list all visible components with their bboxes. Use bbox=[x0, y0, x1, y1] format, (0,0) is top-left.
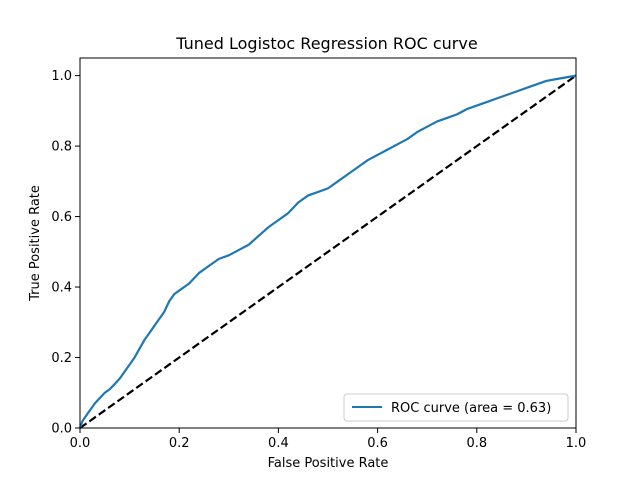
x-tick-label: 0.2 bbox=[169, 436, 190, 451]
x-tick-label: 0.6 bbox=[367, 436, 388, 451]
x-axis: 0.0 0.2 0.4 0.6 0.8 1.0 bbox=[70, 428, 587, 451]
x-axis-label: False Positive Rate bbox=[268, 456, 389, 471]
plot-frame bbox=[79, 57, 577, 429]
chart-title: Tuned Logistoc Regression ROC curve bbox=[175, 34, 477, 53]
plot-area bbox=[78, 74, 577, 429]
reference-diagonal-line bbox=[79, 74, 577, 429]
roc-curve-line bbox=[78, 74, 577, 429]
y-tick-label: 0.8 bbox=[51, 140, 72, 155]
legend-box bbox=[343, 393, 569, 422]
x-tick-label: 0.8 bbox=[466, 436, 487, 451]
x-tick-label: 1.0 bbox=[566, 436, 587, 451]
y-tick-label: 1.0 bbox=[51, 69, 72, 84]
y-tick-label: 0.4 bbox=[51, 281, 72, 296]
x-tick-label: 0.4 bbox=[268, 436, 289, 451]
y-axis-label: True Positive Rate bbox=[28, 185, 43, 302]
x-tick-label: 0.0 bbox=[70, 436, 91, 451]
y-tick-label: 0.6 bbox=[51, 210, 72, 225]
y-tick-label: 0.2 bbox=[51, 351, 72, 366]
legend: ROC curve (area = 0.63) bbox=[343, 393, 569, 422]
y-axis: 0.0 0.2 0.4 0.6 0.8 1.0 bbox=[51, 69, 80, 437]
y-tick-label: 0.0 bbox=[51, 422, 72, 437]
legend-label-roc: ROC curve (area = 0.63) bbox=[391, 401, 551, 416]
